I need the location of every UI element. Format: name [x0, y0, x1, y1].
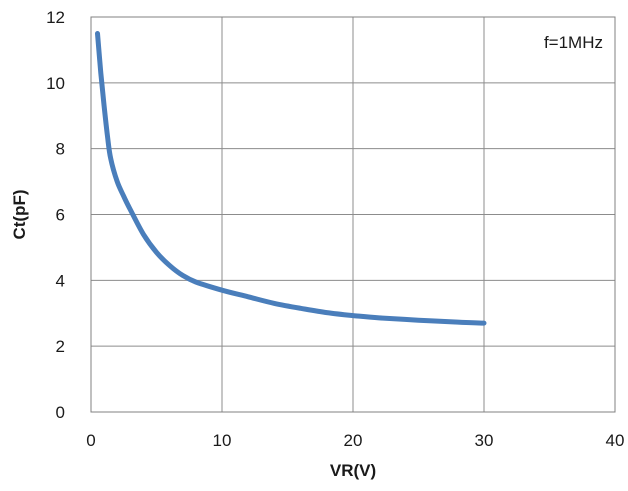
x-tick-label: 0 — [86, 431, 95, 450]
y-tick-label: 12 — [46, 8, 65, 27]
y-tick-label: 4 — [56, 271, 65, 290]
plot-area-frame — [90, 16, 616, 413]
x-axis-label: VR(V) — [330, 461, 376, 480]
series-line — [95, 31, 487, 326]
y-tick-labels: 0 2 4 6 8 10 12 — [46, 8, 65, 422]
y-tick-label: 2 — [56, 337, 65, 356]
y-tick-label: 8 — [56, 140, 65, 159]
x-tick-label: 10 — [213, 431, 232, 450]
y-tick-label: 6 — [56, 206, 65, 225]
x-tick-label: 40 — [606, 431, 625, 450]
y-axis-label: Ct(pF) — [10, 189, 29, 239]
x-tick-labels: 0 10 20 30 40 — [86, 431, 624, 450]
x-tick-label: 20 — [344, 431, 363, 450]
y-tick-label: 0 — [56, 403, 65, 422]
y-tick-label: 10 — [46, 74, 65, 93]
x-tick-label: 30 — [475, 431, 494, 450]
grid-lines — [90, 16, 616, 413]
frequency-annotation: f=1MHz — [544, 33, 603, 52]
series-layer — [95, 31, 487, 326]
